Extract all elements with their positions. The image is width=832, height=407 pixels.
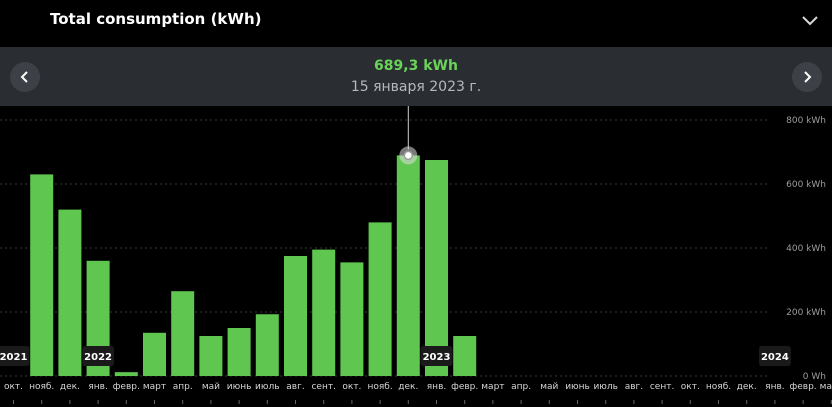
x-tick-label: дек. — [60, 382, 80, 392]
bar[interactable] — [425, 160, 448, 376]
year-label: 2021 — [0, 352, 27, 363]
year-label: 2022 — [84, 352, 112, 363]
bar[interactable] — [227, 328, 251, 376]
x-tick-label: дек. — [398, 382, 418, 392]
tooltip-bar: 689,3 kWh 15 января 2023 г. — [0, 47, 832, 106]
previous-button[interactable] — [10, 62, 40, 92]
x-tick-label: сент. — [650, 382, 674, 392]
x-tick-label: нояб. — [367, 382, 392, 392]
x-tick-label: янв. — [88, 382, 107, 392]
chevron-right-icon — [804, 71, 812, 83]
x-tick-label: нояб. — [706, 382, 731, 392]
x-tick-label: март — [481, 382, 504, 392]
x-tick-label: окт. — [4, 382, 23, 392]
y-tick-label: 0 Wh — [803, 372, 826, 382]
x-tick-label: окт. — [342, 382, 361, 392]
year-label-box — [758, 346, 791, 366]
bar[interactable] — [30, 174, 54, 376]
x-tick-label: янв. — [765, 382, 784, 392]
bar[interactable] — [284, 256, 307, 376]
bar[interactable] — [171, 291, 195, 376]
bar[interactable] — [368, 222, 392, 376]
x-tick-label: нояб. — [29, 382, 54, 392]
bar[interactable] — [114, 372, 138, 376]
selected-date: 15 января 2023 г. — [350, 79, 482, 95]
bar[interactable] — [199, 336, 223, 376]
x-tick-label: авг. — [625, 382, 643, 392]
year-label: 2023 — [423, 352, 451, 363]
x-tick-label: июль — [593, 382, 617, 392]
chevron-left-icon — [20, 71, 28, 83]
x-tick-label: март — [820, 382, 832, 392]
x-tick-label: май — [202, 382, 220, 392]
bar[interactable] — [58, 209, 82, 376]
selected-value: 689,3 kWh — [374, 58, 458, 74]
year-label-box — [82, 346, 115, 366]
x-tick-label: февр. — [113, 382, 140, 392]
year-label-box — [420, 346, 453, 366]
chevron-down-icon[interactable] — [800, 10, 820, 30]
bar[interactable] — [255, 314, 279, 376]
x-tick-label: июль — [255, 382, 279, 392]
year-label: 2024 — [761, 352, 789, 363]
x-tick-label: февр. — [790, 382, 817, 392]
x-tick-label: июнь — [227, 382, 252, 392]
bar[interactable] — [340, 262, 364, 376]
x-tick-label: июнь — [565, 382, 590, 392]
selection-point[interactable] — [403, 150, 414, 161]
bar[interactable] — [396, 155, 420, 376]
panel-header[interactable]: Total consumption (kWh) — [0, 0, 832, 46]
panel-title: Total consumption (kWh) — [50, 10, 262, 28]
bar[interactable] — [143, 332, 166, 376]
x-tick-label: сент. — [311, 382, 335, 392]
y-tick-label: 200 kWh — [786, 308, 826, 318]
consumption-bar-chart: 0 Wh 200 kWh 400 kWh 600 kWh 800 kWh 2021 2022… — [0, 106, 832, 404]
x-tick-label: янв. — [427, 382, 446, 392]
bar[interactable] — [453, 336, 477, 376]
y-tick-label: 600 kWh — [786, 180, 826, 190]
x-tick-label: окт. — [681, 382, 700, 392]
year-label-box — [0, 346, 30, 366]
x-tick-label: дек. — [737, 382, 757, 392]
x-tick-label: апр. — [511, 382, 531, 392]
next-button[interactable] — [792, 62, 822, 92]
bar[interactable] — [312, 249, 336, 376]
y-tick-label: 800 kWh — [786, 116, 826, 126]
y-tick-label: 400 kWh — [786, 244, 826, 254]
x-tick-label: авг. — [286, 382, 304, 392]
x-tick-label: апр. — [173, 382, 193, 392]
x-tick-label: май — [540, 382, 558, 392]
x-tick-label: февр. — [451, 382, 478, 392]
x-tick-label: март — [143, 382, 166, 392]
